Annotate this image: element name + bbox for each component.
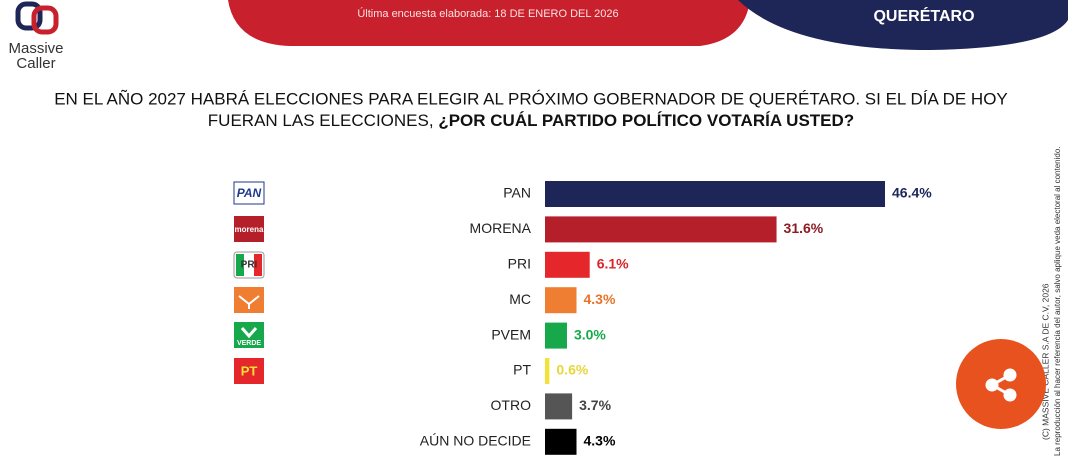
bar-chart: PAN 46.4% MORENA 31.6% PRI 6.1% MC 4.3% PVEM 3.0%…: [420, 181, 932, 455]
category-label: OTRO: [491, 397, 532, 413]
party-logo: PAN: [233, 181, 265, 205]
bar: [545, 393, 573, 420]
category-label: PT: [513, 362, 531, 378]
bar: [545, 251, 590, 278]
brand-logo: [15, 1, 59, 35]
category-label: AÚN NO DECIDE: [420, 433, 531, 449]
value-label: 4.3%: [584, 433, 616, 449]
survey-date: Última encuesta elaborada: 18 DE ENERO D…: [357, 7, 618, 20]
value-label: 31.6%: [784, 220, 824, 236]
logo-text: PT: [241, 363, 258, 378]
category-label: PRI: [508, 256, 531, 272]
logo-text: PAN: [237, 186, 262, 200]
header-red-band: [228, 0, 750, 46]
party-logo: PRI: [233, 251, 265, 279]
value-label: 3.7%: [579, 397, 611, 413]
question: FUERAN LAS ELECCIONES, ¿POR CUÁL PARTIDO…: [208, 111, 854, 130]
bar: [545, 358, 550, 384]
value-label: 46.4%: [892, 185, 932, 201]
copyright: (C) MASSIVE CALLER S.A DE C.V, 2026: [1040, 283, 1050, 440]
value-label: 3.0%: [574, 326, 606, 342]
party-logo: [234, 287, 264, 313]
question: EN EL AÑO 2027 HABRÁ ELECCIONES PARA ELE…: [54, 89, 1008, 108]
bar: [545, 181, 885, 207]
party-logo: morena: [234, 216, 264, 242]
category-label: PAN: [503, 185, 531, 201]
category-label: MC: [509, 291, 531, 307]
brand-name: Caller: [16, 55, 55, 72]
logo-text: morena: [235, 225, 264, 234]
header-navy-band: [738, 0, 1068, 50]
value-label: 0.6%: [556, 362, 588, 378]
brand-name: Massive: [8, 40, 63, 57]
question-plain: FUERAN LAS ELECCIONES,: [208, 111, 439, 130]
region: QUERÉTARO: [873, 6, 974, 25]
category-label: PVEM: [491, 326, 531, 342]
logo-text: VERDE: [237, 340, 261, 347]
logo-text: PRI: [241, 260, 258, 271]
category-label: MORENA: [470, 220, 532, 236]
bar: [545, 428, 577, 455]
notice: La reproducción al hacer referencia del …: [1053, 146, 1062, 456]
share-button[interactable]: [956, 339, 1046, 429]
bar: [545, 216, 777, 243]
value-label: 4.3%: [584, 291, 616, 307]
bar: [545, 322, 567, 349]
party-logo: VERDE: [234, 322, 264, 348]
question-bold: ¿POR CUÁL PARTIDO POLÍTICO VOTARÍA USTED…: [438, 111, 854, 130]
party-logo: PT: [234, 358, 264, 384]
value-label: 6.1%: [597, 256, 629, 272]
bar: [545, 287, 577, 314]
